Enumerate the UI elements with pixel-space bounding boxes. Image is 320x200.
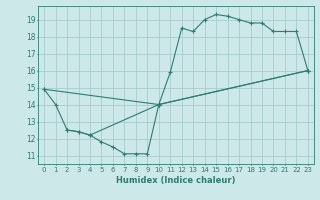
- X-axis label: Humidex (Indice chaleur): Humidex (Indice chaleur): [116, 176, 236, 185]
